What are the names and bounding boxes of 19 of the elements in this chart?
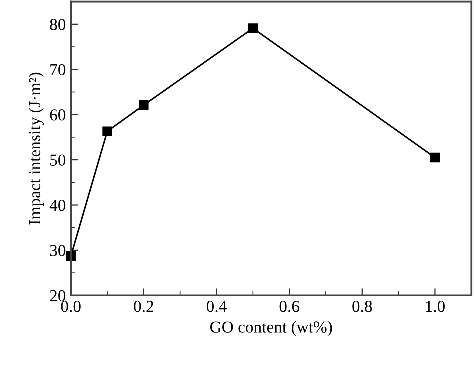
x-axis-title: GO content (wt%) — [210, 321, 332, 336]
point — [102, 126, 112, 136]
y-axis-title: Impact intensity (J·m²) — [28, 72, 44, 225]
y-tick-label: 50 — [50, 154, 66, 166]
y-tick-label: 80 — [50, 19, 66, 30]
point — [139, 100, 149, 110]
x-tick-label: 0.2 — [134, 300, 154, 312]
y-tick-label: 40 — [50, 200, 66, 212]
y-tick-label: 20 — [50, 290, 66, 302]
x-tick-label: 0.6 — [280, 300, 300, 312]
x-tick-label: 0.4 — [206, 300, 227, 312]
y-tick-label: 30 — [50, 245, 66, 256]
y-tick-label: 70 — [50, 64, 66, 76]
x-tick-label: 0.8 — [352, 300, 372, 312]
point — [430, 152, 440, 163]
y-tick-label: 60 — [50, 110, 66, 121]
x-tick-label: 0.0 — [61, 300, 81, 312]
x-tick-label: 1.0 — [426, 300, 445, 312]
point — [248, 24, 258, 34]
